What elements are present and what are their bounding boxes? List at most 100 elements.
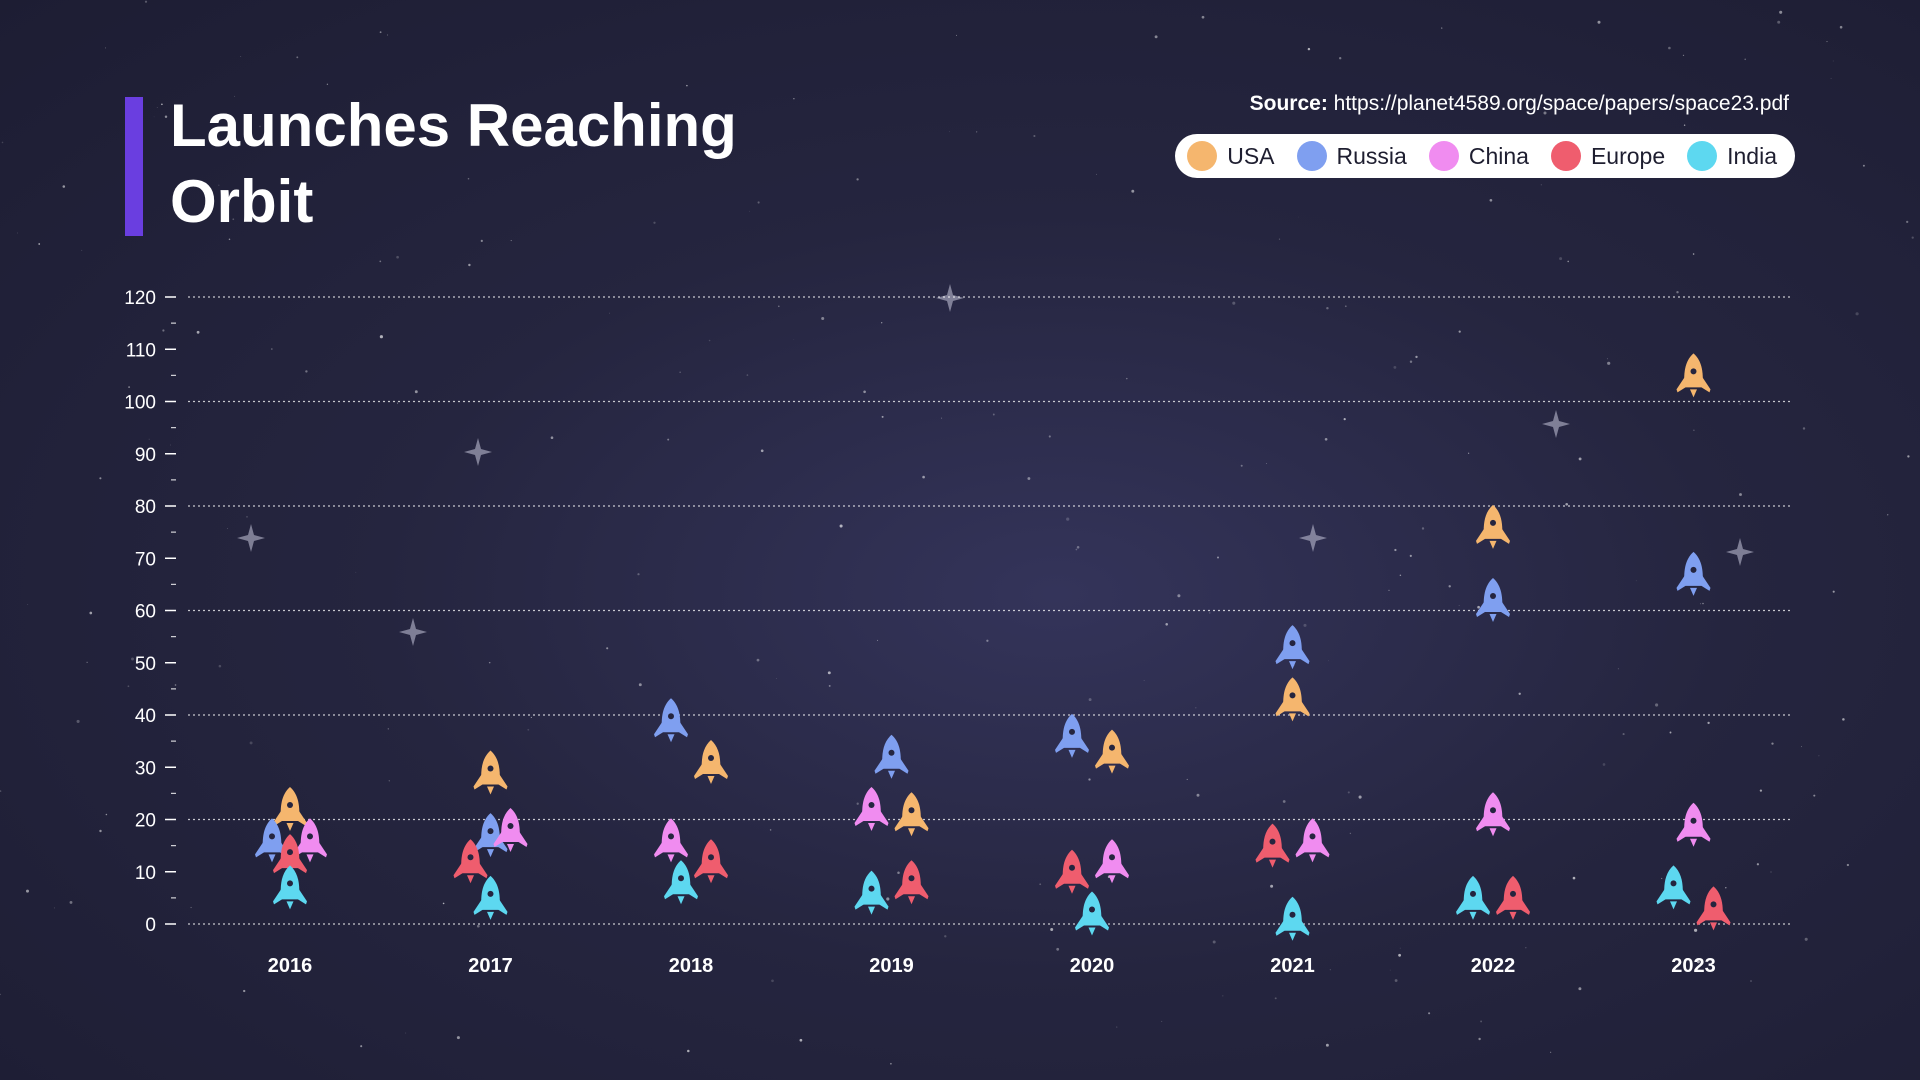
star <box>1154 35 1158 39</box>
star <box>1222 995 1224 997</box>
star <box>679 371 681 373</box>
data-point-russia <box>874 734 909 779</box>
star <box>164 115 168 118</box>
star <box>388 780 390 782</box>
star <box>986 639 989 642</box>
source-url[interactable]: https://planet4589.org/space/papers/spac… <box>1333 92 1789 115</box>
star <box>1441 27 1443 29</box>
star <box>1801 746 1802 748</box>
legend-swatch <box>1296 141 1327 171</box>
data-point-russia <box>1275 625 1310 670</box>
star <box>1606 358 1608 360</box>
star <box>105 813 108 816</box>
star <box>1907 455 1910 458</box>
data-point-china <box>654 818 688 863</box>
star <box>442 902 445 905</box>
legend-item-usa: USA <box>1187 141 1275 171</box>
data-point-india <box>1656 865 1691 910</box>
star <box>1694 928 1698 932</box>
star <box>1661 877 1663 880</box>
star <box>1578 457 1582 461</box>
data-point-europe <box>1255 823 1290 868</box>
source-label: Source: <box>1249 92 1328 115</box>
star <box>881 322 883 324</box>
star <box>1328 660 1329 662</box>
star <box>1196 793 1200 797</box>
data-point-china <box>293 818 327 863</box>
y-tick-label: 100 <box>124 393 156 414</box>
star <box>1232 301 1236 305</box>
data-point-china <box>1476 792 1510 837</box>
star <box>1559 257 1563 261</box>
star <box>89 611 93 615</box>
star <box>1212 940 1216 944</box>
data-point-usa <box>1676 353 1711 398</box>
star <box>26 889 29 893</box>
star <box>976 131 978 133</box>
star <box>387 34 389 36</box>
star <box>1813 794 1816 797</box>
star <box>196 330 200 334</box>
star <box>1409 554 1412 558</box>
star <box>1771 742 1774 745</box>
legend-swatch <box>1428 141 1459 171</box>
star <box>776 678 778 679</box>
star <box>1116 1026 1118 1028</box>
y-tick-label: 70 <box>135 549 156 570</box>
star <box>653 221 656 224</box>
star <box>296 56 299 59</box>
star <box>510 240 512 242</box>
star <box>467 177 470 180</box>
star <box>956 34 957 36</box>
legend-swatch <box>1687 141 1718 171</box>
y-tick-label: 90 <box>135 445 156 466</box>
star <box>480 239 483 243</box>
star <box>405 1032 407 1034</box>
sparkle-star <box>1726 538 1754 566</box>
star <box>0 790 2 792</box>
data-point-india <box>473 875 508 920</box>
data-point-europe <box>273 834 307 879</box>
star <box>1297 216 1299 218</box>
star <box>1050 928 1054 931</box>
star <box>1307 47 1311 51</box>
star <box>259 125 261 128</box>
star <box>1770 871 1772 873</box>
star <box>1676 291 1679 294</box>
star <box>1329 969 1331 971</box>
data-point-europe <box>1496 875 1530 920</box>
star <box>1700 603 1702 605</box>
star <box>1088 778 1091 781</box>
star <box>62 185 66 188</box>
star <box>1461 297 1462 298</box>
star <box>1826 41 1828 43</box>
star <box>856 802 859 805</box>
star <box>1635 580 1637 582</box>
star <box>863 390 866 394</box>
legend-item-russia: Russia <box>1296 141 1407 171</box>
data-point-china <box>854 787 889 832</box>
star <box>379 335 383 339</box>
star <box>16 232 18 234</box>
star <box>1655 703 1659 707</box>
star <box>637 573 640 576</box>
star <box>1165 623 1168 626</box>
sparkle-star <box>1542 410 1570 438</box>
star <box>941 417 943 419</box>
star <box>1617 668 1619 670</box>
star <box>778 305 780 308</box>
star <box>1398 953 1401 957</box>
star <box>1543 111 1547 115</box>
star <box>1525 947 1527 949</box>
star <box>1076 546 1080 549</box>
star <box>827 671 831 675</box>
star <box>856 178 859 181</box>
star <box>1540 184 1542 186</box>
star <box>1832 590 1835 593</box>
star <box>156 107 158 109</box>
star <box>1750 980 1752 982</box>
x-tick-label: 2019 <box>869 955 914 977</box>
data-point-russia <box>1476 578 1510 623</box>
